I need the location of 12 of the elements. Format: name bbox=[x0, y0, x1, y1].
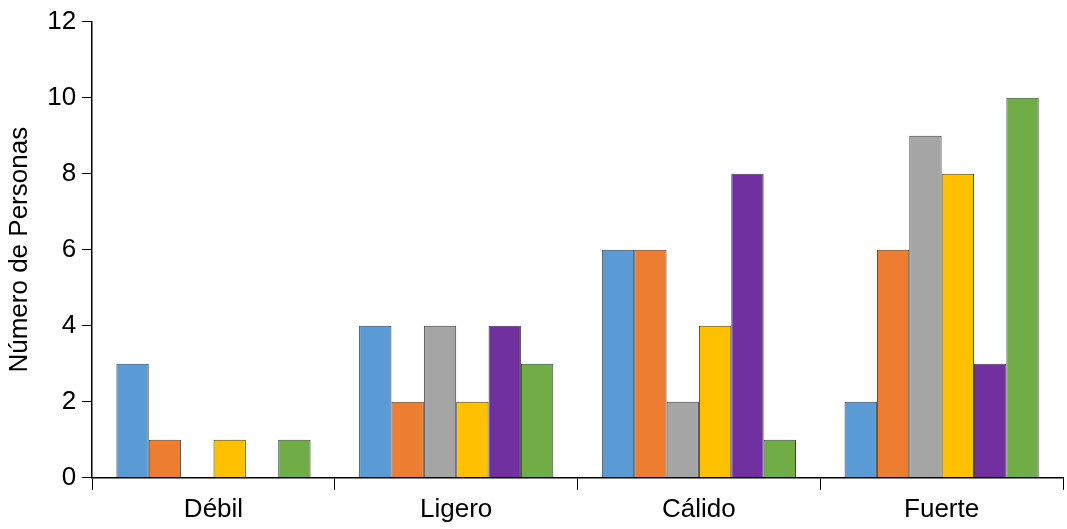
y-tick-label: 10 bbox=[47, 80, 77, 111]
y-tick-label: 2 bbox=[61, 384, 77, 415]
y-tick-label: 6 bbox=[61, 232, 77, 263]
y-tick-label: 0 bbox=[61, 460, 77, 491]
x-tick-label: Débil bbox=[183, 492, 244, 523]
y-axis-title: Número de Personas bbox=[2, 126, 33, 373]
x-tick-label: Fuerte bbox=[904, 492, 980, 523]
x-tick-label: Ligero bbox=[420, 492, 493, 523]
x-tick-label: Cálido bbox=[662, 492, 736, 523]
y-tick-label: 4 bbox=[61, 308, 77, 339]
y-tick-label: 12 bbox=[47, 4, 77, 35]
y-tick-label: 8 bbox=[61, 156, 77, 187]
